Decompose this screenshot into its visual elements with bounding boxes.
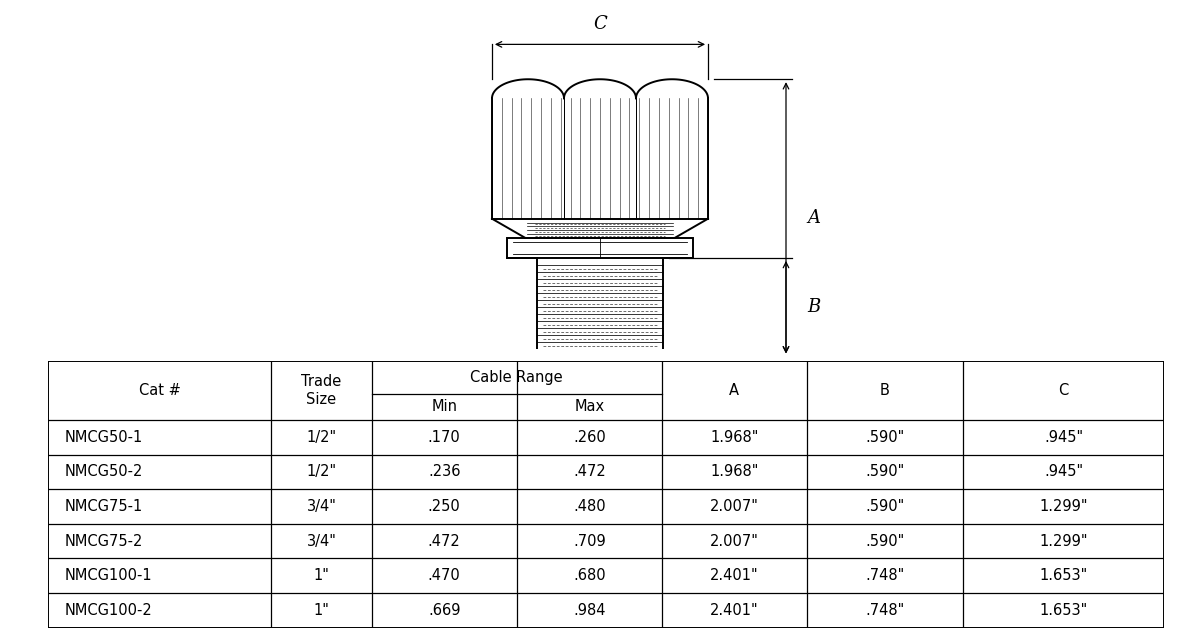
Text: C: C <box>1058 383 1069 398</box>
Text: .470: .470 <box>428 568 461 583</box>
Text: Max: Max <box>574 399 605 414</box>
Text: 1.299": 1.299" <box>1039 534 1088 548</box>
Text: 2.401": 2.401" <box>710 568 758 583</box>
Text: NMCG75-2: NMCG75-2 <box>65 534 143 548</box>
Text: .260: .260 <box>572 430 606 445</box>
Text: .748": .748" <box>865 603 905 618</box>
Text: 1/2": 1/2" <box>306 464 336 479</box>
Text: Cat #: Cat # <box>139 383 180 398</box>
Text: NMCG50-1: NMCG50-1 <box>65 430 143 445</box>
Text: .480: .480 <box>572 499 606 514</box>
Text: .945": .945" <box>1044 430 1084 445</box>
Text: A: A <box>730 383 739 398</box>
Text: NMCG50-2: NMCG50-2 <box>65 464 143 479</box>
Text: 1": 1" <box>313 568 329 583</box>
Text: Cable Range: Cable Range <box>470 370 563 385</box>
Text: 1.968": 1.968" <box>710 430 758 445</box>
Text: 1": 1" <box>313 603 329 618</box>
Text: 3/4": 3/4" <box>306 534 336 548</box>
Text: NMCG100-2: NMCG100-2 <box>65 603 152 618</box>
Text: C: C <box>593 15 607 33</box>
Text: .680: .680 <box>572 568 606 583</box>
Text: NMCG75-1: NMCG75-1 <box>65 499 143 514</box>
Text: .590": .590" <box>865 534 905 548</box>
Text: B: B <box>880 383 890 398</box>
Text: .709: .709 <box>572 534 606 548</box>
Text: 1.968": 1.968" <box>710 464 758 479</box>
Text: .984: .984 <box>574 603 606 618</box>
Text: .590": .590" <box>865 464 905 479</box>
Text: 3/4": 3/4" <box>306 499 336 514</box>
Text: 1/2": 1/2" <box>306 430 336 445</box>
Text: .236: .236 <box>428 464 461 479</box>
Text: 1.653": 1.653" <box>1039 603 1087 618</box>
Text: 1.653": 1.653" <box>1039 568 1087 583</box>
Text: .590": .590" <box>865 430 905 445</box>
Text: .472: .472 <box>428 534 461 548</box>
Text: Trade
Size: Trade Size <box>301 374 342 408</box>
Text: A: A <box>808 209 821 227</box>
Text: Min: Min <box>431 399 457 414</box>
Text: .170: .170 <box>428 430 461 445</box>
Text: .250: .250 <box>428 499 461 514</box>
Text: .590": .590" <box>865 499 905 514</box>
Text: 2.007": 2.007" <box>710 534 758 548</box>
Text: .472: .472 <box>572 464 606 479</box>
Text: .945": .945" <box>1044 464 1084 479</box>
Text: NMCG100-1: NMCG100-1 <box>65 568 152 583</box>
Bar <box>506 238 692 258</box>
Text: 2.401": 2.401" <box>710 603 758 618</box>
Text: .748": .748" <box>865 568 905 583</box>
Text: 1.299": 1.299" <box>1039 499 1088 514</box>
Text: B: B <box>808 298 821 316</box>
Text: 2.007": 2.007" <box>710 499 758 514</box>
Text: .669: .669 <box>428 603 461 618</box>
